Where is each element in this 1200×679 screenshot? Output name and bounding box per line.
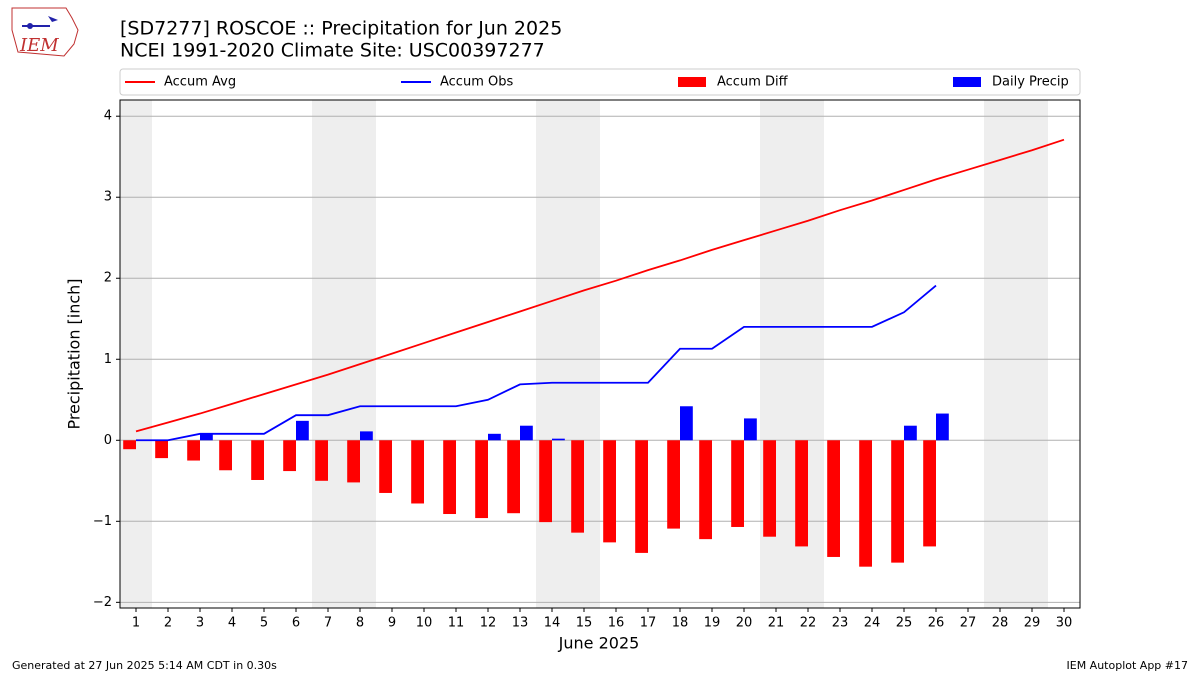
bar (744, 418, 757, 441)
legend-label: Daily Precip (992, 75, 1069, 90)
bar (680, 406, 693, 441)
bar (859, 440, 872, 567)
weekend-band (312, 100, 376, 608)
footer-left: Generated at 27 Jun 2025 5:14 AM CDT in … (12, 659, 277, 672)
bar (904, 425, 917, 441)
logo: IEM (11, 7, 79, 57)
x-tick-label: 18 (672, 616, 689, 631)
x-tick-label: 3 (196, 616, 204, 631)
bar (603, 440, 616, 543)
bar (731, 440, 744, 527)
bar (923, 440, 936, 547)
bar (488, 433, 501, 441)
x-tick-label: 12 (480, 616, 497, 631)
x-tick-label: 15 (576, 616, 593, 631)
x-tick-label: 23 (832, 616, 849, 631)
x-tick-label: 6 (292, 616, 300, 631)
x-tick-label: 29 (1024, 616, 1041, 631)
x-axis-label: June 2025 (558, 634, 640, 653)
x-tick-label: 9 (388, 616, 396, 631)
footer-right: IEM Autoplot App #17 (1067, 659, 1189, 672)
bar (296, 420, 309, 441)
x-tick-label: 11 (448, 616, 465, 631)
x-tick-label: 16 (608, 616, 625, 631)
bar (187, 440, 200, 461)
legend-label: Accum Obs (440, 75, 513, 90)
bar (347, 440, 360, 483)
chart-title: [SD7277] ROSCOE :: Precipitation for Jun… (120, 18, 562, 40)
bar (283, 440, 296, 472)
bar (763, 440, 776, 537)
legend-label: Accum Avg (164, 75, 236, 90)
bar (936, 413, 949, 441)
bar (507, 440, 520, 514)
bar (891, 440, 904, 563)
y-tick-label: 3 (104, 190, 112, 205)
bar (552, 438, 565, 441)
legend-swatch (678, 77, 706, 87)
x-tick-label: 26 (928, 616, 945, 631)
line (136, 284, 937, 442)
bar (251, 440, 264, 480)
chart-subtitle: NCEI 1991-2020 Climate Site: USC00397277 (120, 40, 545, 62)
x-tick-label: 4 (228, 616, 236, 631)
bar (360, 431, 373, 441)
x-tick-label: 10 (416, 616, 433, 631)
y-tick-label: 1 (104, 352, 112, 367)
bar (795, 440, 808, 547)
x-tick-label: 22 (800, 616, 817, 631)
legend-swatch (953, 77, 981, 87)
legend-label: Accum Diff (717, 75, 789, 90)
x-tick-label: 1 (132, 616, 140, 631)
plot-frame (119, 99, 1081, 609)
x-tick-label: 7 (324, 616, 332, 631)
weekend-band (536, 100, 600, 608)
y-tick-label: 2 (104, 271, 112, 286)
logo-text: IEM (19, 35, 59, 56)
bar (667, 440, 680, 529)
y-tick-label: −1 (93, 514, 112, 529)
bar (123, 440, 136, 450)
x-tick-label: 24 (864, 616, 881, 631)
bar (379, 440, 392, 493)
bar (699, 440, 712, 540)
x-tick-label: 5 (260, 616, 268, 631)
bar (520, 425, 533, 441)
y-axis-label: Precipitation [inch] (65, 278, 84, 429)
y-tick-label: 0 (104, 433, 112, 448)
bar (411, 440, 424, 504)
bar (635, 440, 648, 553)
bar (315, 440, 328, 481)
weekend-band (984, 100, 1048, 608)
x-tick-label: 17 (640, 616, 657, 631)
weekend-band (120, 100, 152, 608)
x-tick-label: 14 (544, 616, 561, 631)
bar (827, 440, 840, 557)
x-tick-label: 20 (736, 616, 753, 631)
x-tick-label: 28 (992, 616, 1009, 631)
x-tick-label: 8 (356, 616, 364, 631)
x-tick-label: 30 (1056, 616, 1073, 631)
y-tick-label: 4 (104, 109, 112, 124)
x-tick-label: 13 (512, 616, 529, 631)
bar (155, 440, 168, 459)
legend (119, 68, 1081, 96)
bar (571, 440, 584, 533)
x-tick-label: 2 (164, 616, 172, 631)
bar (539, 440, 552, 523)
x-tick-label: 21 (768, 616, 785, 631)
x-tick-label: 27 (960, 616, 977, 631)
line (135, 138, 1065, 433)
x-tick-label: 25 (896, 616, 913, 631)
bar (219, 440, 232, 471)
y-tick-label: −2 (93, 595, 112, 610)
x-tick-label: 19 (704, 616, 721, 631)
bar (443, 440, 456, 515)
bar (200, 433, 213, 441)
bar (475, 440, 488, 519)
